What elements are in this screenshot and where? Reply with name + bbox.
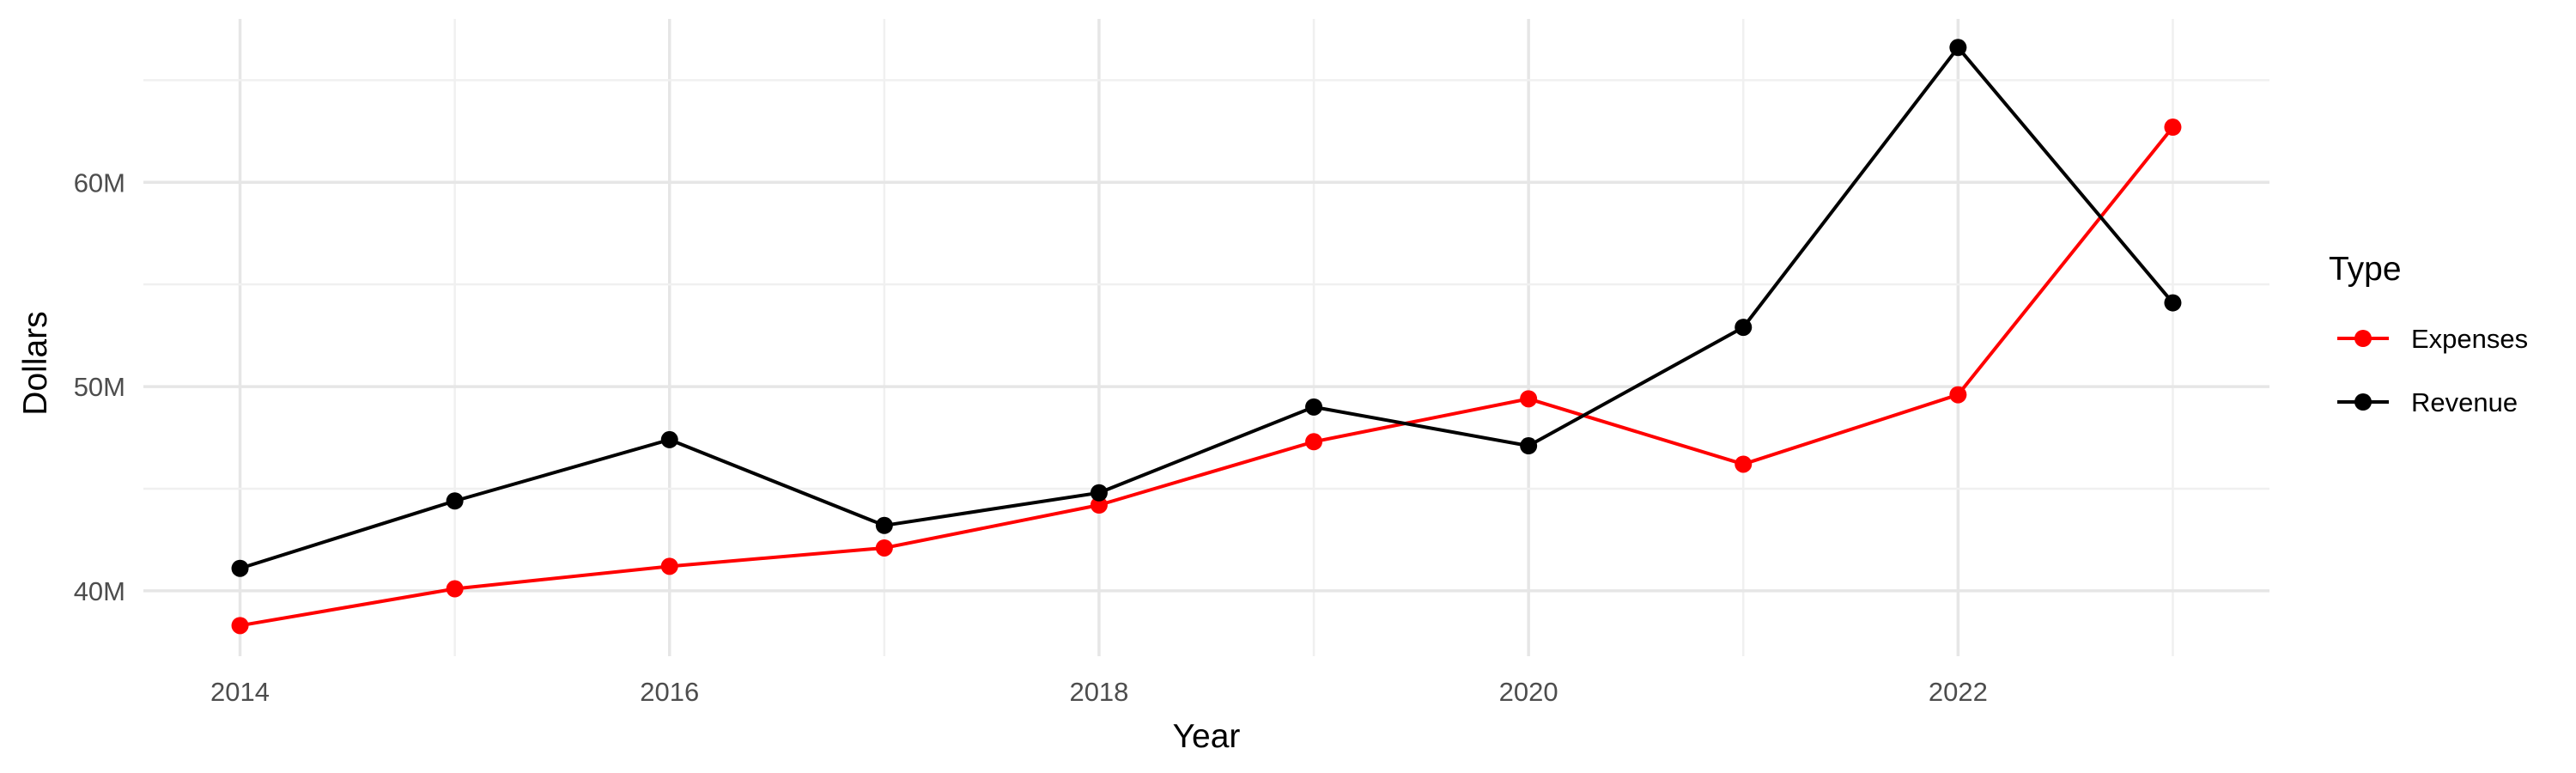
revenue-point	[1735, 319, 1753, 337]
expenses-point	[1305, 433, 1323, 451]
x-tick-label: 2022	[1929, 677, 1988, 707]
revenue-point	[2164, 294, 2182, 312]
expenses-point	[1949, 386, 1967, 404]
expenses-point	[231, 617, 249, 635]
legend-title: Type	[2329, 251, 2402, 288]
x-tick-label: 2014	[210, 677, 270, 707]
revenue-point	[660, 430, 678, 448]
y-tick-label: 60M	[74, 167, 125, 198]
grid-lines	[143, 19, 2269, 656]
expenses-line	[238, 125, 2175, 628]
expenses-point	[1520, 390, 1538, 408]
plot-series	[231, 39, 2182, 635]
expenses-point	[2164, 119, 2182, 137]
expenses-point	[446, 580, 464, 598]
legend-revenue-label: Revenue	[2411, 387, 2518, 417]
legend-revenue-point	[2354, 393, 2372, 411]
x-tick-label: 2020	[1499, 677, 1558, 707]
revenue-point	[875, 516, 893, 534]
revenue-line	[238, 46, 2175, 570]
legend-items: Expenses Revenue	[2337, 324, 2528, 417]
revenue-point	[1520, 437, 1538, 455]
revenue-point	[231, 559, 249, 577]
y-tick-label: 40M	[74, 576, 125, 606]
x-tick-label: 2016	[640, 677, 699, 707]
expenses-point	[1735, 455, 1753, 473]
revenue-point	[1949, 39, 1967, 57]
expenses-point	[875, 539, 893, 557]
expenses-point	[1090, 496, 1108, 514]
revenue-point	[1090, 484, 1108, 502]
y-axis-title: Dollars	[17, 311, 54, 415]
legend: Type Expenses Revenue	[2329, 251, 2528, 417]
axes: 2014 2016 2018 2020 2022 40M 50M 60M	[74, 167, 1988, 707]
expenses-point	[660, 557, 678, 575]
y-tick-label: 50M	[74, 372, 125, 402]
x-axis-title: Year	[1173, 718, 1241, 755]
revenue-point	[446, 492, 464, 510]
legend-expenses-point	[2354, 330, 2372, 347]
revenue-point	[1305, 398, 1323, 416]
legend-expenses-label: Expenses	[2411, 324, 2528, 354]
x-tick-label: 2018	[1069, 677, 1128, 707]
